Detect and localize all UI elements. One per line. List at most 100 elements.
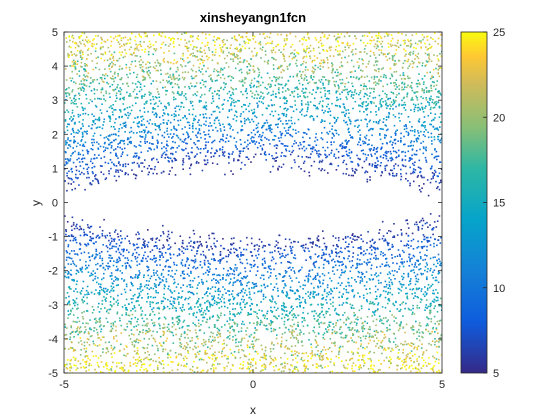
scatter-point [360, 276, 363, 279]
scatter-point [211, 162, 214, 164]
scatter-point [89, 82, 92, 84]
scatter-point [204, 340, 207, 343]
scatter-point [177, 296, 180, 298]
scatter-point [188, 113, 191, 115]
scatter-point [430, 119, 433, 122]
scatter-point [190, 272, 192, 274]
scatter-point [181, 264, 184, 267]
scatter-point [336, 313, 338, 315]
scatter-point [72, 147, 74, 149]
scatter-point [82, 87, 85, 89]
scatter-point [384, 151, 387, 154]
scatter-point [237, 50, 240, 52]
scatter-point [385, 261, 388, 264]
scatter-point [431, 368, 434, 370]
scatter-point [121, 51, 124, 53]
scatter-point [355, 318, 357, 320]
scatter-point [248, 291, 251, 293]
scatter-point [158, 116, 161, 119]
scatter-point [202, 369, 205, 372]
scatter-point [391, 158, 393, 160]
scatter-point [65, 367, 68, 369]
scatter-point [311, 78, 314, 81]
scatter-point [189, 279, 192, 282]
scatter-point [194, 85, 197, 87]
scatter-point [169, 371, 171, 373]
scatter-point [319, 358, 321, 361]
scatter-point [134, 49, 136, 51]
scatter-point [171, 307, 174, 309]
scatter-point [112, 361, 114, 364]
scatter-point [417, 364, 420, 367]
scatter-point [110, 54, 113, 57]
scatter-point [277, 241, 279, 244]
scatter-point [348, 317, 350, 320]
scatter-point [281, 363, 283, 365]
scatter-point [112, 55, 115, 58]
scatter-point [155, 272, 157, 274]
scatter-point [81, 171, 83, 174]
scatter-point [172, 92, 175, 95]
scatter-point [417, 43, 419, 46]
scatter-point [355, 169, 358, 171]
scatter-point [348, 174, 350, 177]
scatter-point [360, 246, 362, 248]
scatter-point [293, 140, 296, 142]
scatter-point [329, 361, 332, 363]
scatter-point [116, 155, 118, 157]
scatter-point [438, 67, 440, 70]
scatter-point [136, 132, 138, 134]
scatter-point [139, 145, 142, 147]
scatter-point [227, 356, 229, 358]
scatter-point [324, 245, 327, 248]
scatter-point [261, 310, 263, 312]
scatter-point [436, 320, 439, 323]
scatter-point [314, 136, 317, 139]
scatter-point [178, 254, 181, 256]
scatter-point [410, 309, 412, 311]
scatter-point [235, 341, 237, 344]
scatter-point [136, 122, 139, 125]
scatter-point [154, 49, 157, 52]
scatter-point [389, 310, 391, 313]
scatter-point [99, 165, 102, 167]
scatter-point [229, 371, 232, 373]
scatter-point [425, 46, 427, 48]
scatter-point [233, 35, 236, 38]
scatter-point [391, 55, 394, 57]
scatter-point [175, 269, 178, 272]
scatter-point [162, 367, 165, 369]
scatter-point [405, 125, 407, 128]
scatter-point [280, 33, 282, 36]
scatter-point [283, 96, 286, 98]
scatter-point [185, 155, 188, 157]
scatter-point [348, 118, 351, 121]
scatter-point [343, 159, 345, 162]
scatter-point [394, 270, 396, 272]
scatter-point [210, 77, 212, 80]
scatter-point [323, 35, 325, 38]
scatter-point [113, 109, 115, 111]
scatter-point [155, 116, 158, 118]
scatter-point [196, 367, 198, 369]
scatter-point [79, 362, 82, 365]
scatter-point [236, 115, 238, 118]
scatter-point [411, 263, 413, 266]
scatter-point [208, 90, 211, 92]
scatter-point [377, 288, 379, 291]
scatter-point [97, 182, 100, 185]
scatter-point [141, 49, 143, 51]
scatter-point [167, 114, 170, 116]
scatter-point [311, 59, 314, 62]
scatter-point [213, 70, 215, 73]
scatter-point [326, 302, 328, 304]
scatter-point [173, 300, 175, 303]
scatter-point [161, 32, 164, 34]
scatter-point [293, 90, 296, 93]
scatter-point [240, 298, 243, 301]
scatter-point [430, 132, 433, 135]
scatter-point [423, 183, 425, 185]
scatter-point [312, 364, 314, 366]
scatter-point [382, 317, 385, 320]
scatter-point [275, 275, 277, 277]
